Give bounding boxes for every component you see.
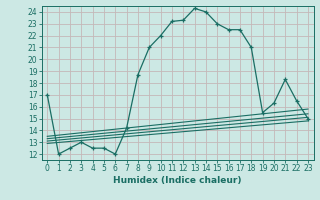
X-axis label: Humidex (Indice chaleur): Humidex (Indice chaleur) <box>113 176 242 185</box>
